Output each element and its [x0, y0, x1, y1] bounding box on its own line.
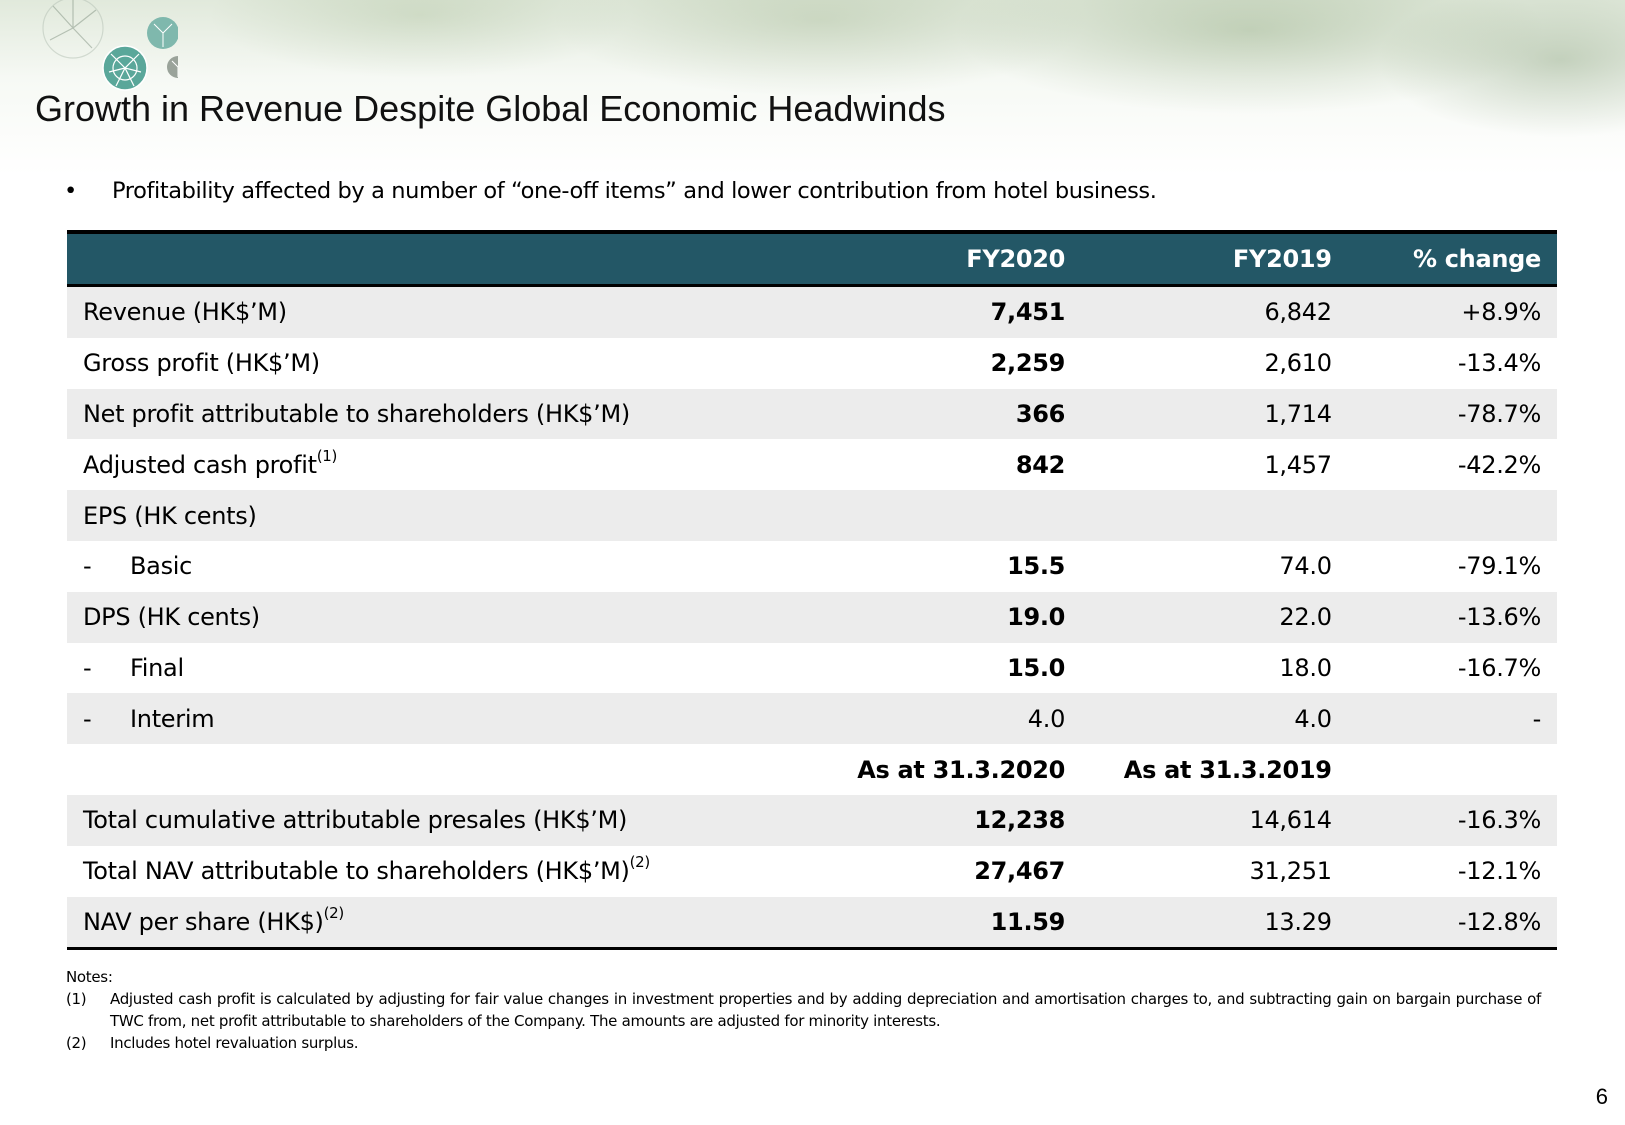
cell-fy2020: 27,467 — [974, 857, 1066, 886]
row-label — [67, 744, 770, 795]
footnote-text: Adjusted cash profit is calculated by ad… — [110, 990, 1541, 1030]
cell-fy2019: 4.0 — [1294, 704, 1332, 733]
row-label-cell: Adjusted cash profit(1) — [67, 439, 770, 490]
cell-change: -16.3% — [1457, 806, 1541, 835]
cell-change: -13.4% — [1457, 349, 1541, 378]
sub-item-dash: - — [83, 552, 92, 581]
row-label: Basic — [130, 552, 193, 581]
table-row: - Interim 4.0 4.0 - — [67, 693, 1557, 745]
row-label: Total NAV attributable to shareholders (… — [83, 857, 630, 886]
cell-fy2019: 22.0 — [1279, 603, 1332, 632]
bullet-icon: • — [64, 178, 77, 204]
row-label-cell: Total NAV attributable to shareholders (… — [67, 846, 770, 897]
subheader-date-2020: As at 31.3.2020 — [857, 755, 1066, 784]
cell-change: -12.1% — [1457, 857, 1541, 886]
row-label: Gross profit (HK$’M) — [83, 349, 320, 378]
cell-fy2019: 14,614 — [1249, 806, 1332, 835]
footnote-ref: (2) — [629, 853, 651, 872]
table-row: Total NAV attributable to shareholders (… — [67, 846, 1557, 897]
table-row: Net profit attributable to shareholders … — [67, 388, 1557, 440]
cell-fy2020: 366 — [1015, 399, 1066, 428]
row-label: Adjusted cash profit — [83, 450, 317, 479]
background-canopy — [0, 0, 1625, 175]
company-logo — [42, 0, 178, 91]
subheader-date-2019: As at 31.3.2019 — [1123, 755, 1332, 784]
row-label: Total cumulative attributable presales (… — [83, 806, 628, 835]
cell-fy2019: 74.0 — [1279, 552, 1332, 581]
row-label: Revenue (HK$’M) — [83, 298, 287, 327]
sub-item-dash: - — [83, 653, 92, 682]
table-row: - Basic 15.5 74.0 -79.1% — [67, 541, 1557, 592]
cell-change: -79.1% — [1457, 552, 1541, 581]
bullet-text: Profitability affected by a number of “o… — [112, 178, 1157, 204]
cell-fy2020: 15.5 — [1007, 552, 1066, 581]
cell-fy2019: 2,610 — [1264, 349, 1332, 378]
footnote-number: (1) — [66, 990, 87, 1008]
row-label: Net profit attributable to shareholders … — [83, 399, 630, 428]
cell-fy2020: 842 — [1015, 450, 1066, 479]
cell-change: -78.7% — [1457, 399, 1541, 428]
cell-change: -13.6% — [1457, 603, 1541, 632]
cell-fy2019: 1,714 — [1264, 399, 1332, 428]
row-label: Final — [130, 653, 184, 682]
row-label: Interim — [130, 704, 215, 733]
cell-change: -12.8% — [1331, 896, 1557, 951]
footnote-text: Includes hotel revaluation surplus. — [110, 1034, 359, 1052]
sub-item-dash: - — [83, 704, 92, 733]
row-label-cell: - Interim — [67, 693, 770, 744]
cell-fy2019: 18.0 — [1279, 653, 1332, 682]
table-row: - Final 15.0 18.0 -16.7% — [67, 643, 1557, 694]
table-row: DPS (HK cents) 19.0 22.0 -13.6% — [67, 591, 1557, 643]
page-title: Growth in Revenue Despite Global Economi… — [35, 88, 946, 129]
row-label: NAV per share (HK$) — [83, 907, 324, 936]
cell-fy2020: 2,259 — [990, 349, 1066, 378]
table-row: NAV per share (HK$)(2) 11.59 13.29 -12.8… — [67, 896, 1557, 951]
cell-fy2020: 7,451 — [990, 298, 1066, 327]
cell-change: -16.7% — [1457, 653, 1541, 682]
cell-fy2020: 19.0 — [1007, 603, 1066, 632]
header-fy2019: FY2019 — [1065, 230, 1332, 287]
cell-fy2019: 31,251 — [1249, 857, 1332, 886]
footnote-item: (1) Adjusted cash profit is calculated b… — [66, 988, 1541, 1032]
footnotes: Notes: (1) Adjusted cash profit is calcu… — [66, 966, 1541, 1054]
financial-summary-table: FY2020 FY2019 % change Revenue (HK$’M) 7… — [67, 230, 1557, 951]
header-label — [67, 230, 770, 287]
row-label-cell: - Final — [67, 643, 770, 694]
header-fy2020: FY2020 — [769, 230, 1065, 287]
cell-fy2019 — [1065, 490, 1332, 541]
row-label: DPS (HK cents) — [83, 603, 260, 632]
cell-fy2020: 15.0 — [1007, 653, 1066, 682]
row-label-cell: - Basic — [67, 541, 770, 592]
cell-change — [1332, 490, 1557, 541]
row-label-cell: NAV per share (HK$)(2) — [67, 896, 770, 951]
page-number: 6 — [1595, 1084, 1608, 1109]
cell-change: - — [1532, 704, 1542, 733]
table-row: EPS (HK cents) — [67, 490, 1557, 541]
cell-fy2019: 13.29 — [1065, 896, 1332, 951]
cell-fy2020 — [770, 490, 1066, 541]
cell-change: +8.9% — [1461, 298, 1541, 327]
table-row: Total cumulative attributable presales (… — [67, 794, 1557, 846]
footnote-ref: (1) — [316, 446, 338, 465]
footnote-item: (2) Includes hotel revaluation surplus. — [66, 1032, 1541, 1054]
table-row: Revenue (HK$’M) 7,451 6,842 +8.9% — [67, 285, 1557, 338]
notes-heading: Notes: — [66, 968, 113, 986]
header-change: % change — [1331, 230, 1557, 287]
table-row: Gross profit (HK$’M) 2,259 2,610 -13.4% — [67, 338, 1557, 389]
cell-fy2019: 6,842 — [1264, 298, 1332, 327]
footnote-number: (2) — [66, 1034, 87, 1052]
cell-change: -42.2% — [1457, 450, 1541, 479]
table-subheader-row: As at 31.3.2020 As at 31.3.2019 — [67, 744, 1557, 795]
cell-fy2020: 4.0 — [1027, 704, 1066, 733]
row-label: EPS (HK cents) — [83, 501, 257, 530]
cell-fy2020: 11.59 — [769, 896, 1065, 951]
cell-change — [1332, 744, 1557, 795]
table-header-row: FY2020 FY2019 % change — [67, 230, 1557, 287]
footnote-ref: (2) — [323, 903, 345, 922]
cell-fy2020: 12,238 — [974, 806, 1066, 835]
summary-bullet: • Profitability affected by a number of “… — [64, 178, 1157, 204]
cell-fy2019: 1,457 — [1264, 450, 1332, 479]
table-row: Adjusted cash profit(1) 842 1,457 -42.2% — [67, 439, 1557, 490]
